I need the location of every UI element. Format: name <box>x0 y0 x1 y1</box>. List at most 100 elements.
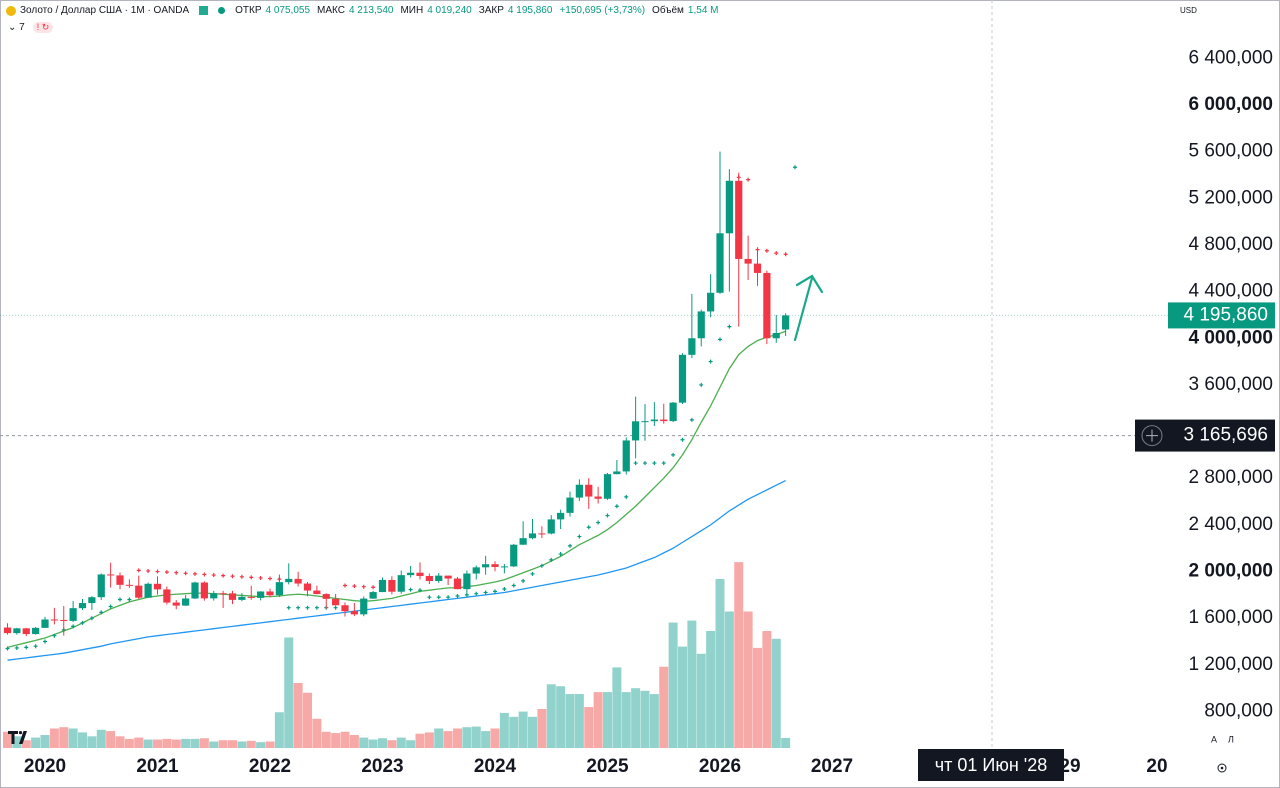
candle-body <box>3 627 12 634</box>
volume-bar <box>153 739 162 748</box>
close-label: ЗАКР <box>478 5 504 16</box>
candle-body <box>632 421 640 441</box>
sar-point <box>652 461 657 466</box>
volume-bar <box>162 738 172 748</box>
volume-bar <box>312 718 322 748</box>
candle-body <box>585 484 593 497</box>
indicators-toggle[interactable]: ⌄ 7 <box>8 22 25 33</box>
sar-point <box>136 568 141 573</box>
candle-body <box>107 574 115 576</box>
sar-point <box>493 589 497 594</box>
volume-bar <box>734 562 744 748</box>
scale-button[interactable]: Л <box>1228 734 1234 744</box>
volume-bar <box>659 666 669 748</box>
volume-label: Объём <box>652 5 684 16</box>
volume-bar <box>396 737 406 748</box>
candle-body <box>191 582 199 599</box>
candle-body <box>397 575 405 592</box>
change: +150,695 (+3,73%) <box>559 5 646 16</box>
sar-point <box>174 570 179 575</box>
volume-bar <box>256 742 266 748</box>
scale-button[interactable]: А <box>1211 734 1217 744</box>
sar-point <box>586 525 591 530</box>
sar-point <box>33 644 38 649</box>
volume-bar <box>649 694 659 748</box>
volume-bar <box>678 646 687 748</box>
sar-point <box>605 513 610 518</box>
candle-body <box>41 619 49 628</box>
sar-point <box>774 251 779 256</box>
candle-body <box>313 590 321 595</box>
volume-bar <box>621 692 631 748</box>
open-label: ОТКР <box>235 5 262 16</box>
sar-point <box>521 578 526 583</box>
status-dot <box>218 7 226 14</box>
volume-bar <box>565 694 575 748</box>
currency: USD <box>1180 6 1197 15</box>
settings-icon[interactable] <box>1217 763 1227 773</box>
candle-body <box>725 180 733 234</box>
candle-body <box>219 593 227 595</box>
volume-bar <box>293 683 303 748</box>
sar-point <box>708 359 713 364</box>
sar-point <box>568 543 572 548</box>
close-value: 4 195,860 <box>507 5 553 16</box>
volume-bar <box>762 631 772 748</box>
sar-point <box>446 595 451 600</box>
candle-body <box>360 598 368 615</box>
crosshair-plus-sign <box>1146 429 1158 442</box>
y-tick-label: 2 800,000 <box>1188 467 1273 488</box>
candle-body <box>613 471 621 475</box>
volume-bar <box>753 647 762 748</box>
candle-body <box>303 583 312 591</box>
candle-body <box>697 311 705 339</box>
candle-body <box>566 497 574 513</box>
candle-body <box>528 533 537 539</box>
candle-body <box>378 579 387 593</box>
volume-bar <box>40 735 50 748</box>
y-tick-label: 1 600,000 <box>1188 607 1273 628</box>
sar-point <box>239 574 244 579</box>
last-price-box <box>1168 302 1275 329</box>
alert-badge[interactable]: ! ↻ <box>32 22 54 33</box>
high-value: 4 213,540 <box>348 5 394 16</box>
volume-bar <box>143 739 153 748</box>
sar-point <box>511 583 516 588</box>
sar-point <box>296 605 301 610</box>
candle-body <box>388 579 396 592</box>
sar-point <box>52 633 57 638</box>
sar-point <box>249 575 254 580</box>
candle-body <box>153 583 162 590</box>
sar-point <box>474 591 479 596</box>
candle-body <box>603 474 612 499</box>
y-tick-label: 2 000,000 <box>1188 561 1273 582</box>
candle-body <box>50 619 58 621</box>
sar-point <box>746 177 751 182</box>
volume-bar <box>499 712 509 748</box>
sar-point <box>680 437 685 442</box>
volume-bar <box>87 736 97 748</box>
volume-bar <box>59 727 69 748</box>
volume-bar <box>528 716 537 748</box>
sar-point <box>268 576 272 581</box>
candle-body <box>407 572 415 576</box>
drawn-arrow <box>793 274 824 342</box>
candle-body <box>13 628 21 634</box>
candle-body <box>575 484 583 498</box>
flag-icon[interactable] <box>199 6 209 15</box>
volume-bar <box>368 739 378 748</box>
sar-point <box>5 646 10 651</box>
candle-body <box>510 544 518 567</box>
open-value: 4 075,055 <box>265 5 311 16</box>
volume-bar <box>359 737 369 748</box>
crosshair-plus[interactable] <box>1141 425 1163 447</box>
candle-body <box>125 584 133 586</box>
sar-point <box>314 605 319 610</box>
volume-bar <box>303 692 312 748</box>
x-tick-label: 20 <box>1146 756 1167 777</box>
x-tick-label: 2027 <box>811 756 853 777</box>
volume-bar <box>331 733 341 748</box>
sar-point <box>71 624 76 629</box>
sar-point <box>118 597 122 602</box>
